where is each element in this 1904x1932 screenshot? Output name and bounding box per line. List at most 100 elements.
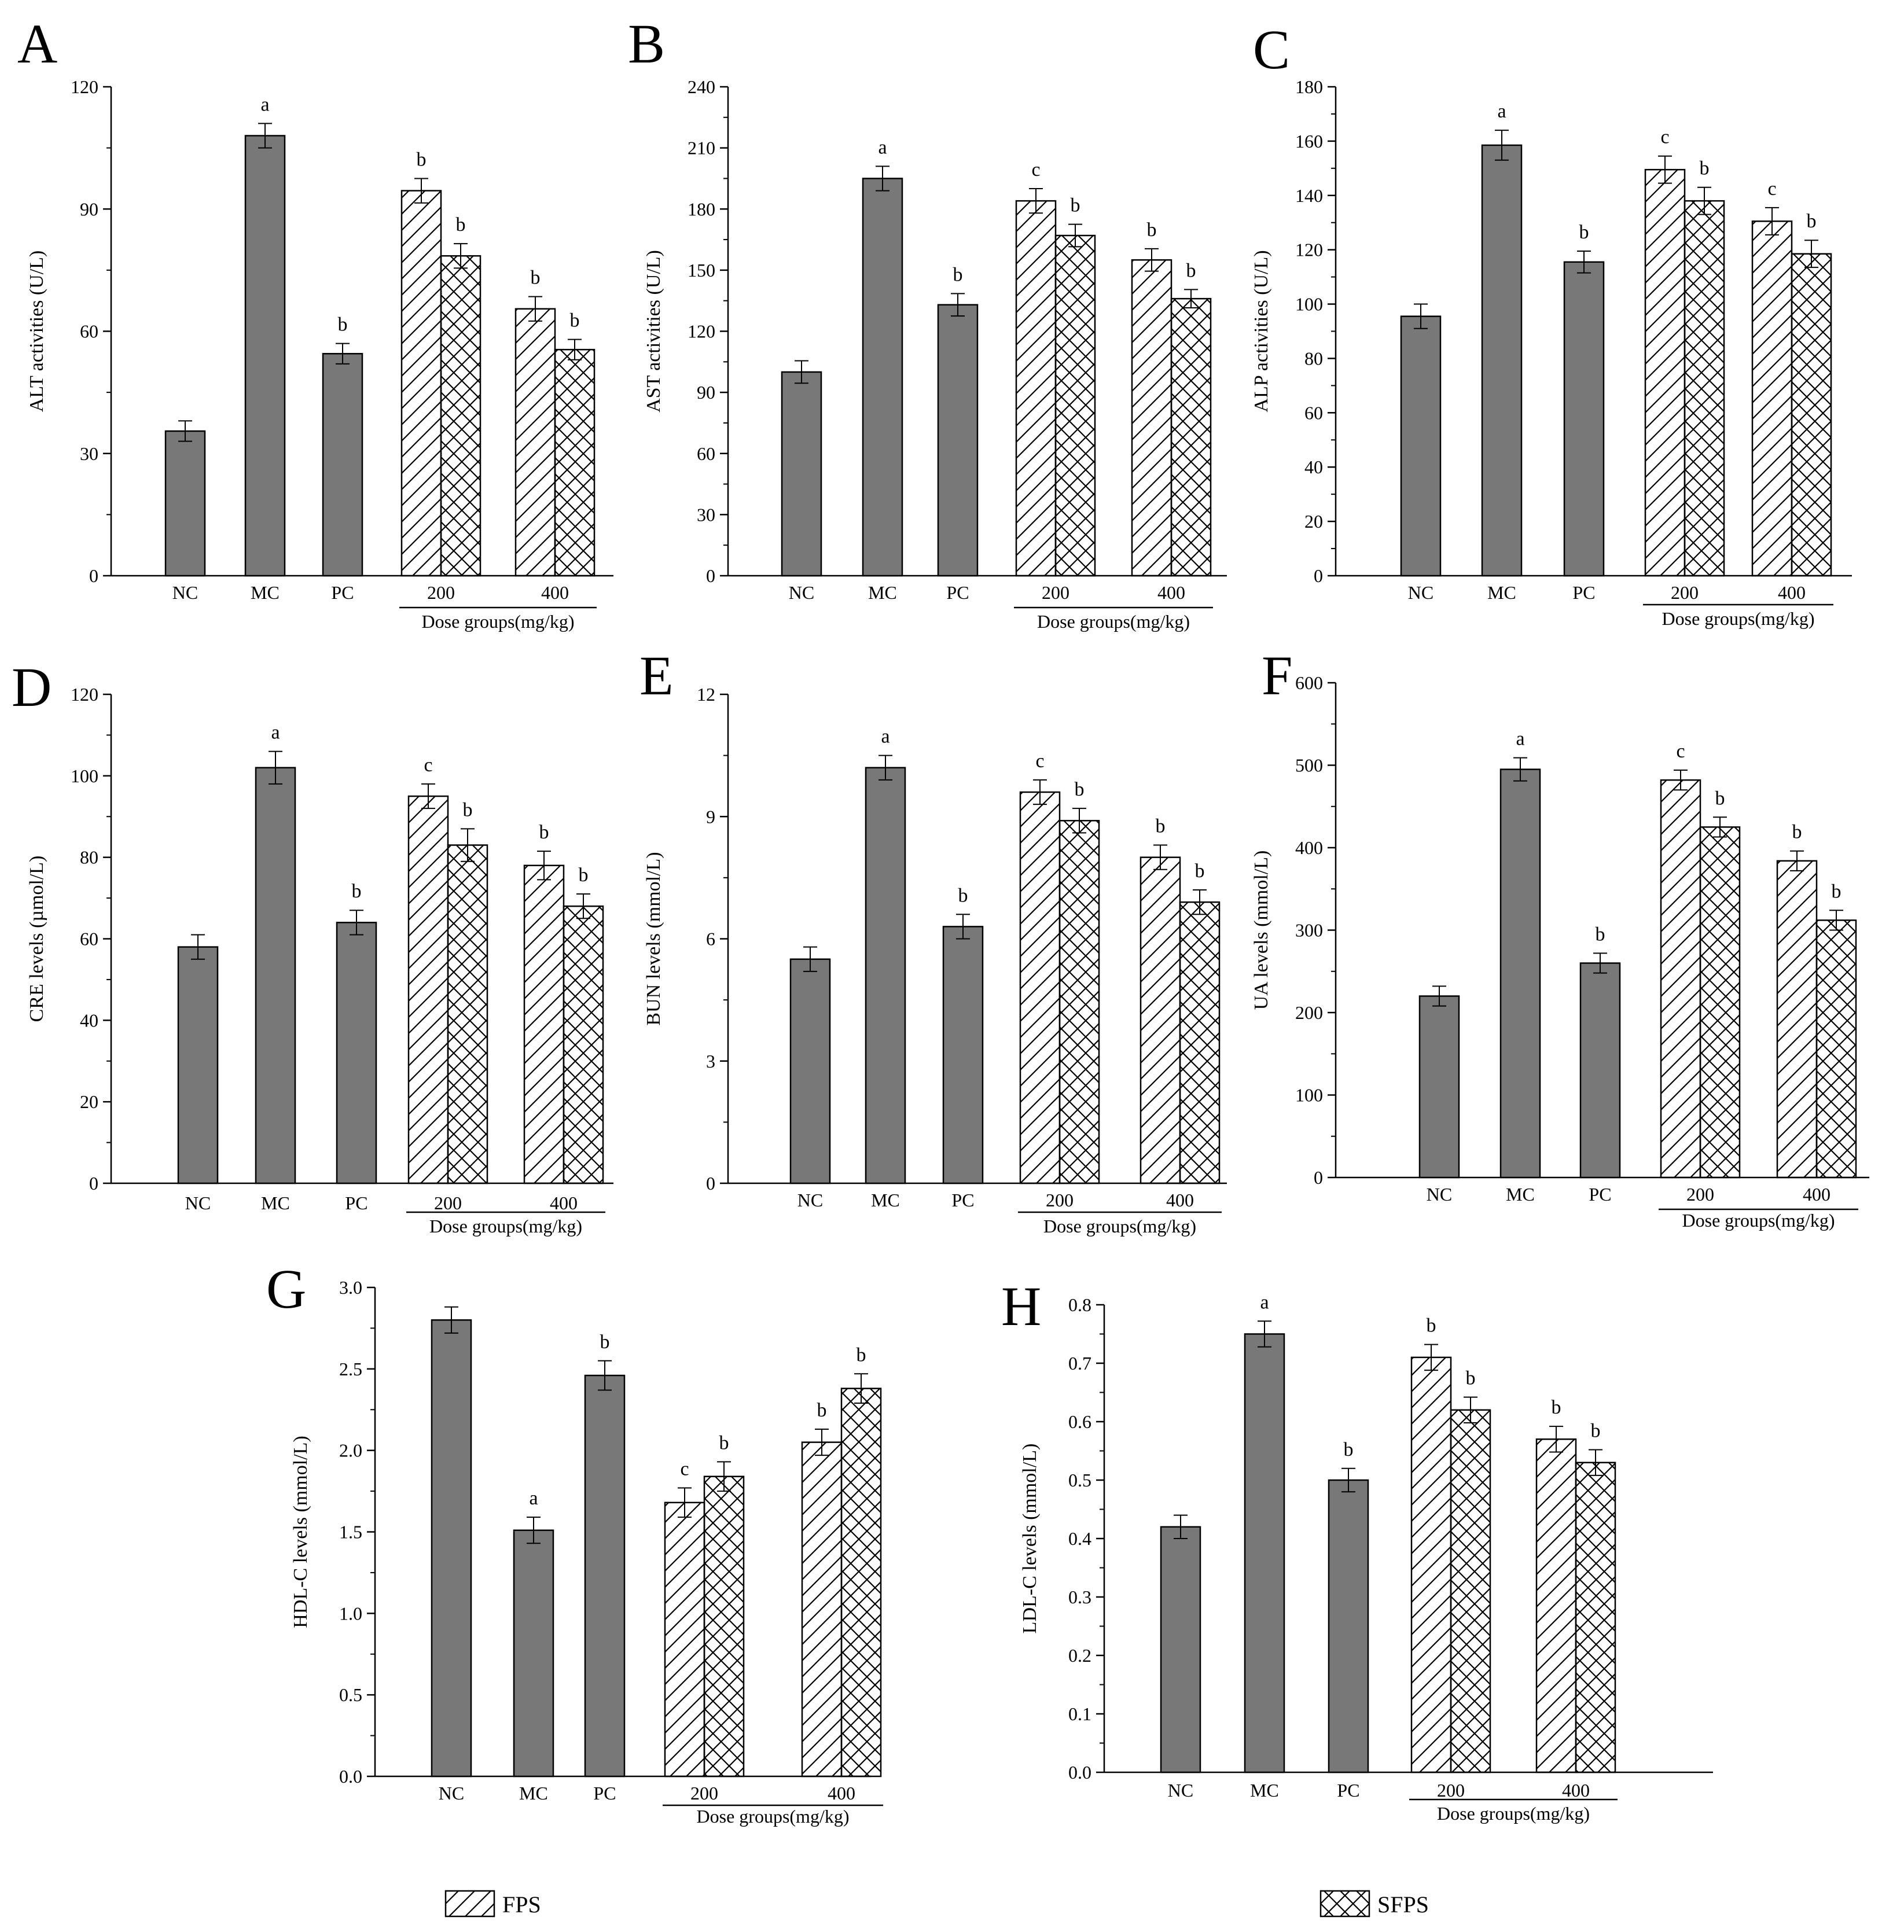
y-axis-label: BUN levels (mmol/L) — [643, 852, 664, 1025]
y-tick-label: 0 — [706, 1173, 715, 1194]
panel-letter: C — [1253, 19, 1290, 80]
significance-label: c — [1035, 750, 1044, 772]
x-category-label: PC — [1589, 1184, 1611, 1205]
y-tick-label: 300 — [1295, 920, 1323, 941]
y-tick-label: 500 — [1295, 755, 1323, 776]
bar-fps-200 — [664, 1502, 705, 1778]
bar-nc — [431, 1319, 472, 1778]
panel-B: B 0 30 60 90 120 150 180 210 240 AST activities (U… — [628, 13, 1227, 632]
significance-label: b — [719, 1432, 729, 1453]
bar-fps-400 — [1535, 1438, 1577, 1773]
y-tick-label: 0.0 — [1068, 1762, 1091, 1783]
y-tick-label: 60 — [80, 321, 98, 342]
legend-fps-swatch — [444, 1890, 495, 1918]
bar-sfps-400 — [1791, 253, 1832, 577]
x-category-label: MC — [868, 582, 897, 603]
panel-C: C 0 20 40 60 80 100 120 140 160 180 ALP activities … — [1251, 19, 1852, 629]
significance-label: b — [1832, 881, 1841, 902]
bar-sfps-400 — [1575, 1462, 1616, 1773]
significance-label: b — [953, 264, 963, 285]
x-category-label: MC — [251, 582, 280, 603]
bar-sfps-400 — [840, 1388, 882, 1778]
significance-label: c — [1676, 741, 1685, 762]
x-category-label: MC — [261, 1193, 290, 1213]
legend: FPS SFPS — [444, 1890, 1429, 1918]
y-axis-label: UA levels (mmol/L) — [1251, 851, 1272, 1010]
panel-letter: F — [1262, 645, 1292, 706]
significance-label: b — [1596, 923, 1605, 945]
bar-fps-200 — [407, 795, 449, 1184]
y-tick-label: 0.3 — [1068, 1587, 1091, 1607]
bar-pc — [584, 1374, 626, 1778]
x-category-label: NC — [1427, 1184, 1452, 1205]
y-tick-label: 120 — [71, 76, 98, 97]
legend-sfps-label: SFPS — [1377, 1891, 1429, 1918]
x-category-label: NC — [797, 1190, 823, 1210]
bar-sfps-200 — [1058, 820, 1100, 1184]
significance-label: a — [878, 137, 887, 158]
y-tick-label: 0.6 — [1068, 1411, 1091, 1432]
dose-label: 400 — [828, 1783, 855, 1804]
y-tick-label: 90 — [80, 198, 98, 219]
bar-mc — [1499, 768, 1541, 1179]
significance-label: a — [881, 726, 889, 748]
y-tick-label: 60 — [1304, 402, 1323, 423]
y-tick-label: 20 — [1304, 511, 1323, 532]
x-category-label: NC — [1168, 1780, 1193, 1801]
panel-H: H 0.0 0.1 0.2 0.3 0.4 0.5 0.6 0.7 0.8 LDL-C levels… — [1001, 1275, 1713, 1824]
bar-sfps-200 — [1054, 234, 1096, 577]
y-tick-label: 120 — [1295, 240, 1323, 260]
y-tick-label: 0.0 — [339, 1766, 362, 1787]
x-category-label: MC — [1250, 1780, 1279, 1801]
significance-label: b — [1591, 1420, 1601, 1441]
bar-sfps-400 — [554, 348, 596, 577]
bar-mc — [255, 767, 296, 1184]
x-category-label: PC — [951, 1190, 974, 1210]
x-category-label: MC — [871, 1190, 900, 1210]
bar-fps-200 — [1660, 779, 1701, 1179]
y-tick-label: 0.8 — [1068, 1294, 1091, 1315]
bar-fps-200 — [400, 190, 442, 577]
y-tick-label: 120 — [688, 321, 715, 342]
significance-label: b — [1807, 211, 1817, 232]
bar-nc — [164, 430, 206, 577]
y-tick-label: 140 — [1295, 185, 1323, 206]
x-category-label: PC — [593, 1783, 616, 1804]
panel-letter: A — [17, 13, 57, 75]
dose-label: 400 — [1157, 582, 1185, 603]
significance-label: b — [463, 799, 473, 820]
panel-letter: H — [1001, 1275, 1041, 1337]
y-tick-label: 9 — [706, 806, 715, 827]
significance-label: b — [539, 822, 549, 843]
panel-D: D 0 20 40 60 80 100 120 CRE levels (µmol/L) NC a MC… — [12, 656, 613, 1237]
y-tick-label: 1.5 — [339, 1522, 362, 1543]
x-axis-label: Dose groups(mg/kg) — [1043, 1216, 1196, 1237]
y-axis-label: HDL-C levels (mmol/L) — [290, 1436, 311, 1628]
bar-fps-400 — [514, 308, 556, 577]
significance-label: b — [1195, 860, 1205, 882]
panel-G: G 0.0 0.5 1.0 1.5 2.0 2.5 3.0 HDL-C levels (mmol… — [266, 1258, 883, 1827]
y-tick-label: 100 — [1295, 1085, 1323, 1106]
significance-label: b — [352, 881, 362, 902]
bar-nc — [1400, 315, 1442, 577]
y-tick-label: 0.1 — [1068, 1703, 1091, 1724]
x-axis-label: Dose groups(mg/kg) — [1037, 611, 1190, 632]
bar-pc — [322, 352, 363, 577]
y-tick-label: 600 — [1295, 672, 1323, 693]
bar-sfps-400 — [1815, 919, 1857, 1179]
y-tick-label: 200 — [1295, 1002, 1323, 1023]
dose-label: 400 — [1803, 1184, 1831, 1205]
significance-label: b — [579, 864, 589, 886]
y-tick-label: 30 — [697, 504, 715, 525]
x-axis-label: Dose groups(mg/kg) — [1682, 1210, 1835, 1231]
y-tick-label: 400 — [1295, 837, 1323, 858]
y-tick-label: 0.5 — [339, 1684, 362, 1705]
y-tick-label: 2.0 — [339, 1440, 362, 1461]
significance-label: b — [1344, 1439, 1354, 1460]
bar-fps-400 — [1140, 856, 1181, 1184]
y-tick-label: 2.5 — [339, 1359, 362, 1379]
bar-sfps-200 — [703, 1475, 745, 1778]
significance-label: c — [424, 755, 432, 776]
panel-letter: E — [639, 645, 674, 706]
y-axis-label: ALT activities (U/L) — [26, 251, 47, 413]
